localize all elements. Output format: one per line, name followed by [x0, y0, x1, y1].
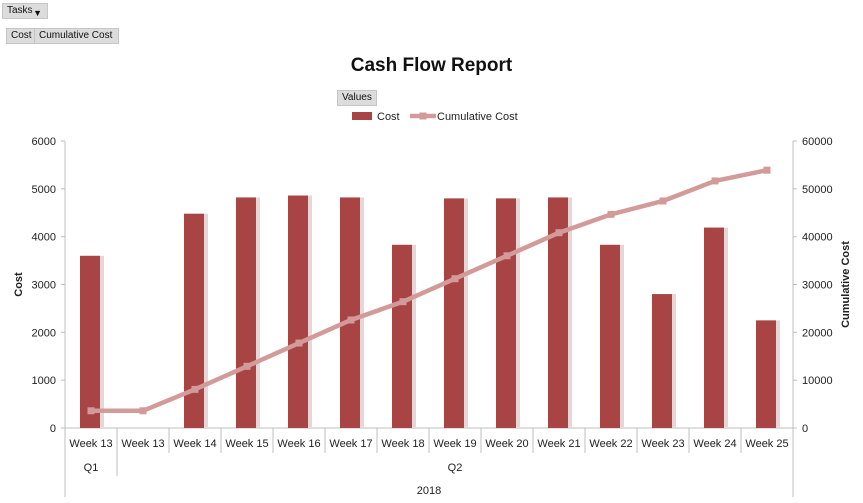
cumulative-cost-marker — [244, 363, 251, 370]
cumulative-cost-marker — [608, 211, 615, 218]
cost-bar — [704, 228, 724, 428]
week-label: Week 21 — [537, 438, 580, 450]
right-tick-label: 20000 — [802, 327, 833, 339]
cumulative-cost-marker — [764, 167, 771, 174]
week-label: Week 17 — [329, 438, 372, 450]
left-tick-label: 0 — [50, 423, 56, 435]
legend-cumulative-marker — [420, 113, 427, 120]
cumulative-cost-marker — [452, 275, 459, 282]
cumulative-cost-marker — [296, 340, 303, 347]
cost-bar — [444, 198, 464, 428]
right-tick-label: 10000 — [802, 375, 833, 387]
year-label: 2018 — [417, 485, 441, 497]
cost-bar — [600, 245, 620, 428]
week-label: Week 19 — [433, 438, 476, 450]
right-tick-label: 40000 — [802, 232, 833, 244]
y-axis-title: Cost — [13, 272, 25, 297]
left-tick-label: 6000 — [32, 136, 56, 148]
week-label: Week 13 — [121, 438, 164, 450]
week-label: Week 15 — [225, 438, 268, 450]
chart-legend: Cost Cumulative Cost — [352, 111, 518, 123]
week-label: Week 16 — [277, 438, 320, 450]
category-axis: Week 13 Week 13 Week 14 Week 15 Week 16 Week … — [65, 428, 793, 497]
cumulative-cost-marker — [348, 316, 355, 323]
week-label: Week 13 — [69, 438, 112, 450]
week-label: Week 14 — [173, 438, 216, 450]
week-label: Week 24 — [693, 438, 736, 450]
cost-bar — [756, 320, 776, 428]
right-tick-label: 0 — [802, 423, 808, 435]
cumulative-cost-marker — [88, 407, 95, 414]
cost-bar — [496, 198, 516, 428]
cost-bar — [236, 197, 256, 428]
y2-axis-title: Cumulative Cost — [840, 241, 852, 328]
cumulative-cost-marker — [660, 197, 667, 204]
left-tick-label: 3000 — [32, 280, 56, 292]
cost-bar — [80, 256, 100, 428]
legend-cost-label: Cost — [377, 111, 400, 123]
cumulative-cost-marker — [504, 252, 511, 259]
left-tick-label: 2000 — [32, 327, 56, 339]
cost-bar — [340, 197, 360, 428]
cumulative-cost-marker — [400, 298, 407, 305]
week-label: Week 20 — [485, 438, 528, 450]
cumulative-cost-marker — [556, 229, 563, 236]
cost-bar — [652, 294, 672, 428]
week-label: Week 22 — [589, 438, 632, 450]
week-label: Week 25 — [745, 438, 788, 450]
right-tick-label: 50000 — [802, 184, 833, 196]
left-tick-label: 5000 — [32, 184, 56, 196]
legend-cumulative-label: Cumulative Cost — [437, 111, 518, 123]
right-tick-label: 30000 — [802, 280, 833, 292]
cumulative-cost-marker — [140, 407, 147, 414]
right-tick-label: 60000 — [802, 136, 833, 148]
cost-bar — [288, 196, 308, 428]
legend-cost-swatch — [352, 112, 372, 120]
cost-bar — [392, 245, 412, 428]
week-label: Week 18 — [381, 438, 424, 450]
left-tick-label: 4000 — [32, 232, 56, 244]
cumulative-cost-marker — [192, 386, 199, 393]
cost-bar — [184, 214, 204, 428]
cumulative-cost-marker — [712, 177, 719, 184]
quarter-label: Q1 — [84, 462, 99, 474]
quarter-label: Q2 — [448, 462, 463, 474]
week-label: Week 23 — [641, 438, 684, 450]
left-tick-label: 1000 — [32, 375, 56, 387]
